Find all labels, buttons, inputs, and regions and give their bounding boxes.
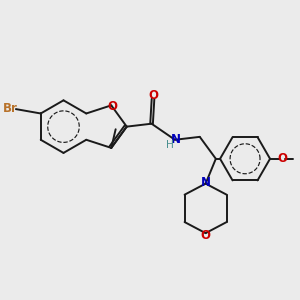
Text: O: O: [148, 89, 158, 103]
Text: H: H: [166, 140, 174, 150]
Text: O: O: [108, 100, 118, 113]
Text: O: O: [278, 152, 288, 165]
Text: N: N: [170, 133, 181, 146]
Text: N: N: [201, 176, 211, 189]
Text: Br: Br: [3, 102, 18, 115]
Text: O: O: [201, 229, 211, 242]
